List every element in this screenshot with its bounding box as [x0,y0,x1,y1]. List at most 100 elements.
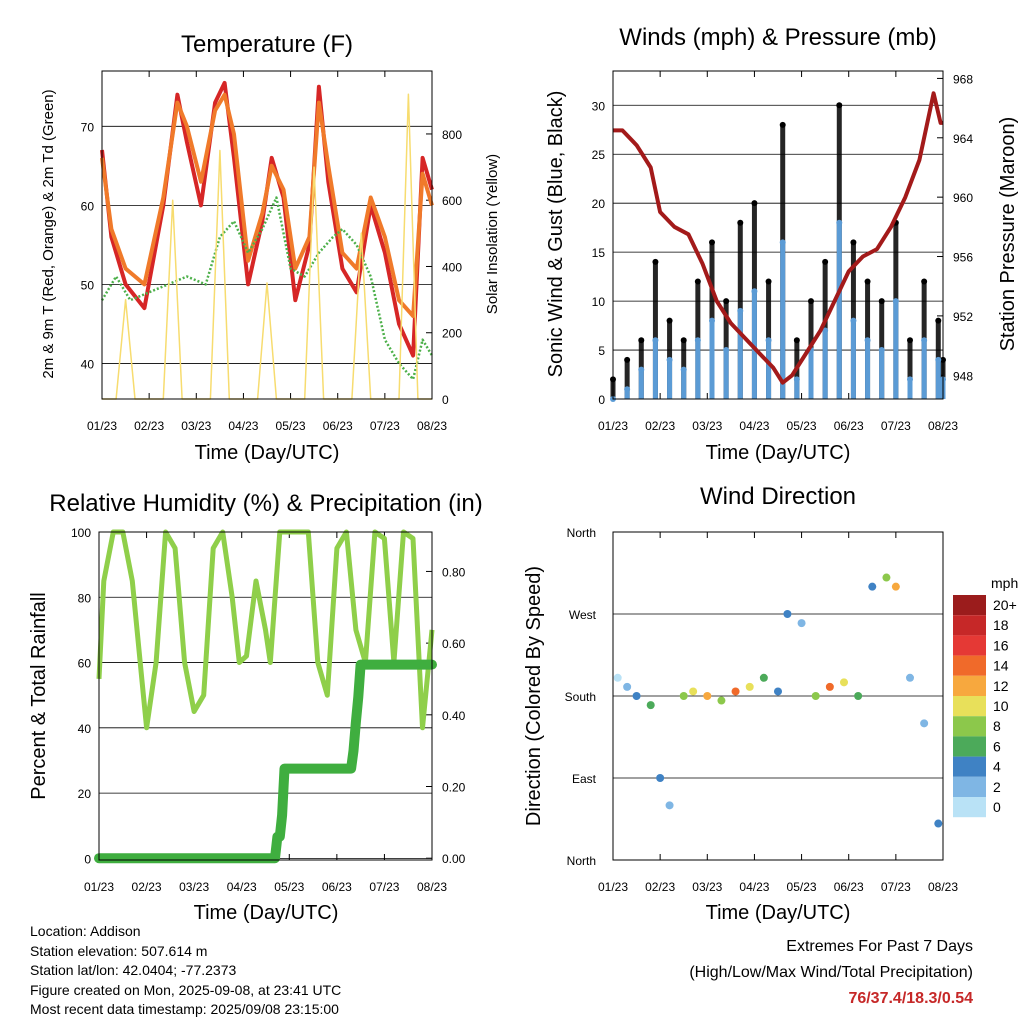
x-tick-label: 08/23 [417,419,447,433]
gust-point [836,102,843,109]
y-tick-label: 5 [598,344,605,358]
x-axis-label: Time (Day/UTC) [194,902,339,924]
x-tick-label: 03/23 [692,419,722,433]
legend-label: 12 [993,678,1009,694]
x-tick-label: 07/23 [881,880,911,894]
direction-point [868,582,877,591]
chart-title: Relative Humidity (%) & Precipitation (i… [49,490,482,517]
x-tick-label: 01/23 [598,419,628,433]
y-tick-label: North [567,854,596,868]
wind-point [907,376,913,383]
y-tick-label: 80 [78,591,92,605]
y2-tick-label: 400 [442,260,462,274]
direction-point [811,692,820,700]
direction-point [783,610,792,618]
x-tick-label: 06/23 [834,880,864,894]
legend-label: 4 [993,759,1001,775]
x-tick-label: 08/23 [928,880,958,894]
wind-point [935,356,942,363]
y2-tick-label: 960 [953,191,973,205]
x-tick-label: 04/23 [228,419,258,433]
x-tick-label: 04/23 [739,880,769,894]
y2-tick-label: 964 [953,132,973,146]
direction-point [797,619,806,628]
legend-unit: mph [991,575,1018,591]
legend-swatch [953,756,986,777]
gust-point [638,337,645,344]
direction-point [703,692,712,700]
direction-point [920,719,929,728]
direction-point [891,582,900,591]
direction-point [632,692,641,700]
plot-border [612,531,944,861]
wind-point [666,356,673,363]
y-tick-label: 60 [78,657,92,671]
x-tick-label: 04/23 [227,880,257,894]
legend-swatch [953,696,986,717]
direction-point [623,682,632,691]
y2-tick-label: 952 [953,310,973,324]
wind-point [850,317,857,324]
y-tick-label: 50 [81,278,95,292]
station-info: Location: Addison Station elevation: 507… [30,922,341,1020]
gust-point [737,219,744,226]
rh-line [96,529,435,731]
y-tick-label: 100 [71,526,91,540]
temperature-panel: Temperature (F) Time (Day/UTC) 2m & 9m T (… [40,31,501,464]
series-td [100,196,434,381]
latlon-text: Station lat/lon: 42.0404; -77.2373 [30,962,237,978]
legend-swatch [953,615,986,636]
direction-point [882,573,891,582]
legend-swatch [953,675,986,696]
direction-point [825,682,834,691]
wind-point [822,327,829,334]
legend-swatch [953,635,986,656]
legend-swatch [953,736,986,757]
direction-point [717,696,726,705]
plot-border [101,70,433,400]
direction-point [679,692,688,700]
y2-tick-label: 0 [442,393,449,407]
gust-point [680,337,687,344]
direction-point [689,687,698,696]
y-axis-label: Direction (Colored By Speed) [523,566,545,826]
y2-tick-label: 0.80 [442,565,466,579]
gust-point [694,278,701,285]
gust-point [822,258,829,265]
gust-point [878,298,885,305]
y2-tick-label: 0.60 [442,637,466,651]
legend-label: 0 [993,799,1001,815]
x-tick-label: 02/23 [645,880,675,894]
x-tick-label: 07/23 [370,419,400,433]
x-tick-label: 05/23 [787,880,817,894]
x-tick-label: 08/23 [417,880,447,894]
direction-point [613,673,622,682]
extremes-box: Extremes For Past 7 Days (High/Low/Max W… [689,934,973,1012]
wind-point [652,337,659,344]
y2-tick-label: 948 [953,369,973,383]
y-tick-label: 10 [592,295,606,309]
wind-point [737,307,744,314]
x-tick-label: 05/23 [274,880,304,894]
legend-swatch [953,655,986,676]
x-tick-label: 06/23 [834,419,864,433]
x-tick-label: 01/23 [598,880,628,894]
y-tick-label: 20 [78,787,92,801]
direction-point [840,678,848,687]
y-tick-label: 40 [78,722,92,736]
y-axis-label: 2m & 9m T (Red, Orange) & 2m Td (Green) [40,89,57,378]
gust-point [723,298,730,305]
gust-point [907,337,913,344]
direction-point [745,682,754,691]
legend-swatch [953,776,986,797]
x-tick-label: 01/23 [87,419,117,433]
location-text: Location: Addison [30,923,141,939]
wind-point [709,317,715,324]
legend-swatch [953,797,986,818]
wind-speed-legend: mph 20+ 18 16 14 12 10 8 6 4 2 0 [953,575,1018,818]
y2-tick-label: 800 [442,128,462,142]
wind-point [751,288,758,295]
wind-point [624,386,631,393]
y2-tick-label: 600 [442,194,462,208]
